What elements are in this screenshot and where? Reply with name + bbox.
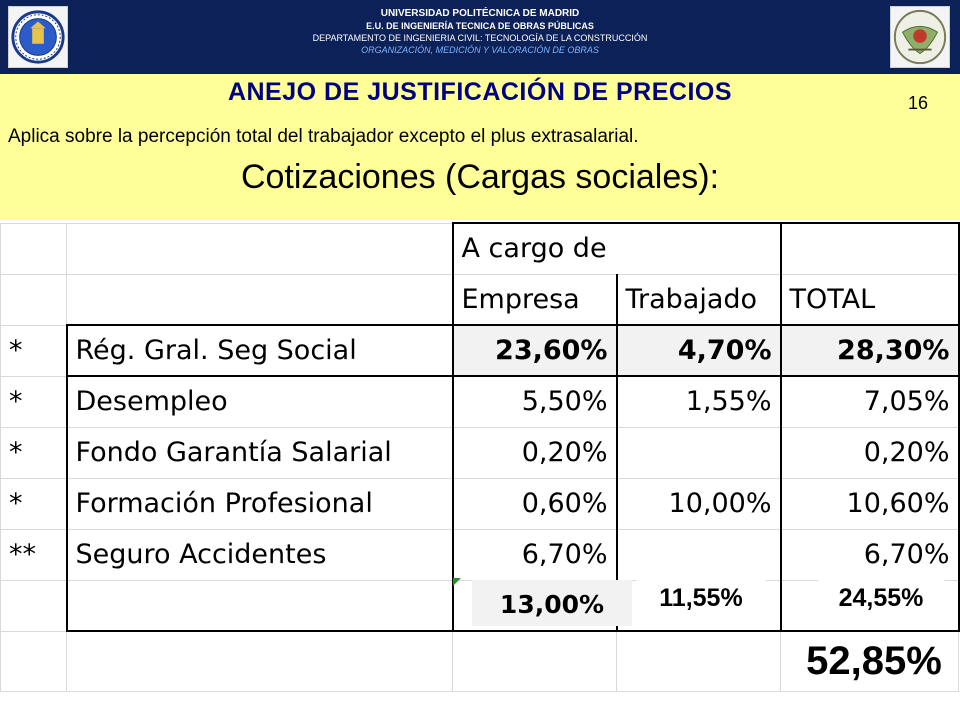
cell-comment-marker [453,578,461,586]
table-row: ** Seguro Accidentes 6,70% 6,70% [0,528,960,581]
table-cell [66,630,453,692]
row-total: 6,70% [780,528,960,581]
row-concept: Desempleo [65,375,454,428]
row-mark: * [0,324,67,377]
row-trabajador: 10,00% [616,477,782,530]
title-band [0,74,960,220]
header-university: UNIVERSIDAD POLITÉCNICA DE MADRID [380,8,580,19]
row-mark: * [0,426,67,479]
row-concept: Fondo Garantía Salarial [65,426,454,479]
table-cell [0,222,67,275]
header-a-cargo-de: A cargo de [452,222,782,275]
table-header-row: Empresa Trabajado TOTAL [0,273,960,326]
row-total: 0,20% [780,426,960,479]
header-department: DEPARTAMENTO DE INGENIERIA CIVIL: TECNOL… [312,33,648,43]
table-cell [0,630,67,692]
table-cell [616,630,781,692]
slide-title: ANEJO DE JUSTIFICACIÓN DE PRECIOS [227,78,733,106]
table-row: * Rég. Gral. Seg Social 23,60% 4,70% 28,… [0,324,960,377]
header-subject: ORGANIZACIÓN, MEDICIÓN Y VALORACIÓN DE O… [361,45,599,55]
row-concept: Formación Profesional [65,477,454,530]
table-cell [0,273,67,326]
table-cell [66,222,454,275]
row-trabajador [616,528,782,581]
row-total: 28,30% [780,324,960,377]
row-mark: ** [0,528,67,581]
table-cell [0,579,67,632]
column-header-empresa: Empresa [452,273,618,326]
row-trabajador [616,426,782,479]
sum-trabajador: 11,55% [636,577,766,619]
table-cell [65,579,454,632]
column-header-trabajador: Trabajado [616,273,782,326]
sum-total: 24,55% [818,577,944,619]
school-crest-icon [890,6,950,68]
table-cell [452,630,617,692]
row-concept: Seguro Accidentes [65,528,454,581]
header-band: UNIVERSIDAD POLITÉCNICA DE MADRID E.U. D… [0,0,960,74]
section-heading: Cotizaciones (Cargas sociales): [240,158,720,196]
row-concept: Rég. Gral. Seg Social [65,324,454,377]
header-text: UNIVERSIDAD POLITÉCNICA DE MADRID E.U. D… [80,8,880,56]
row-empresa: 5,50% [452,375,618,428]
row-total: 7,05% [780,375,960,428]
row-trabajador: 4,70% [616,324,782,377]
header-school: E.U. DE INGENIERÍA TECNICA DE OBRAS PÚBL… [366,21,594,31]
row-empresa: 23,60% [452,324,618,377]
table-row: * Desempleo 5,50% 1,55% 7,05% [0,375,960,428]
row-mark: * [0,375,67,428]
table-header-row: A cargo de [0,222,960,275]
column-header-total: TOTAL [780,273,960,326]
row-empresa: 6,70% [452,528,618,581]
row-empresa: 0,60% [452,477,618,530]
table-cell [780,222,960,275]
page-number: 16 [908,93,929,113]
row-mark: * [0,477,67,530]
grand-total: 52,85% [794,632,954,690]
university-seal-icon [8,6,68,68]
row-empresa: 0,20% [452,426,618,479]
row-total: 10,60% [780,477,960,530]
slide-subtitle: Aplica sobre la percepción total del tra… [8,126,639,147]
table-row: * Fondo Garantía Salarial 0,20% 0,20% [0,426,960,479]
table-row: * Formación Profesional 0,60% 10,00% 10,… [0,477,960,530]
row-trabajador: 1,55% [616,375,782,428]
table-cell [66,273,454,326]
sum-empresa: 13,00% [472,580,632,626]
